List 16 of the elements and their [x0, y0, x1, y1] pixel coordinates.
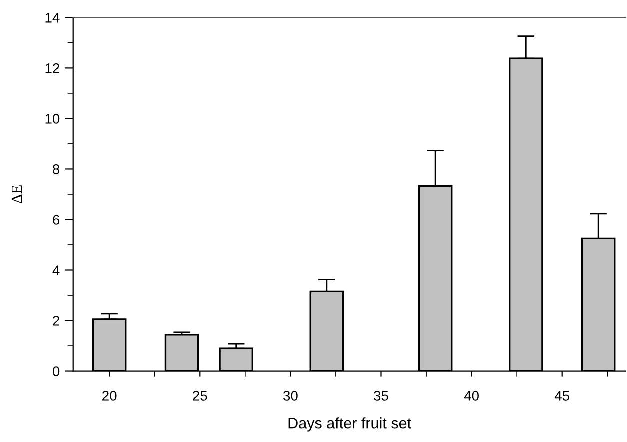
x-tick-label: 45	[554, 391, 570, 401]
y-tick-label: 10	[46, 114, 60, 124]
y-tick-label: 12	[46, 64, 60, 74]
y-tick-label: 14	[46, 13, 60, 23]
x-tick-label: 40	[464, 391, 479, 401]
y-tick-label: 8	[53, 164, 60, 174]
y-tick-label: 4	[52, 266, 60, 276]
y-tick-label: 6	[53, 215, 60, 225]
y-tick-label: 2	[53, 316, 60, 326]
x-axis-title: Days after fruit set	[288, 418, 412, 432]
x-tick-label: 30	[284, 391, 298, 401]
x-tick-label: 25	[193, 391, 208, 401]
x-tick-label: 20	[102, 391, 117, 401]
y-tick-label: 0	[52, 366, 60, 376]
x-tick-label: 35	[374, 391, 388, 401]
y-axis-title: ΔE	[12, 186, 22, 204]
